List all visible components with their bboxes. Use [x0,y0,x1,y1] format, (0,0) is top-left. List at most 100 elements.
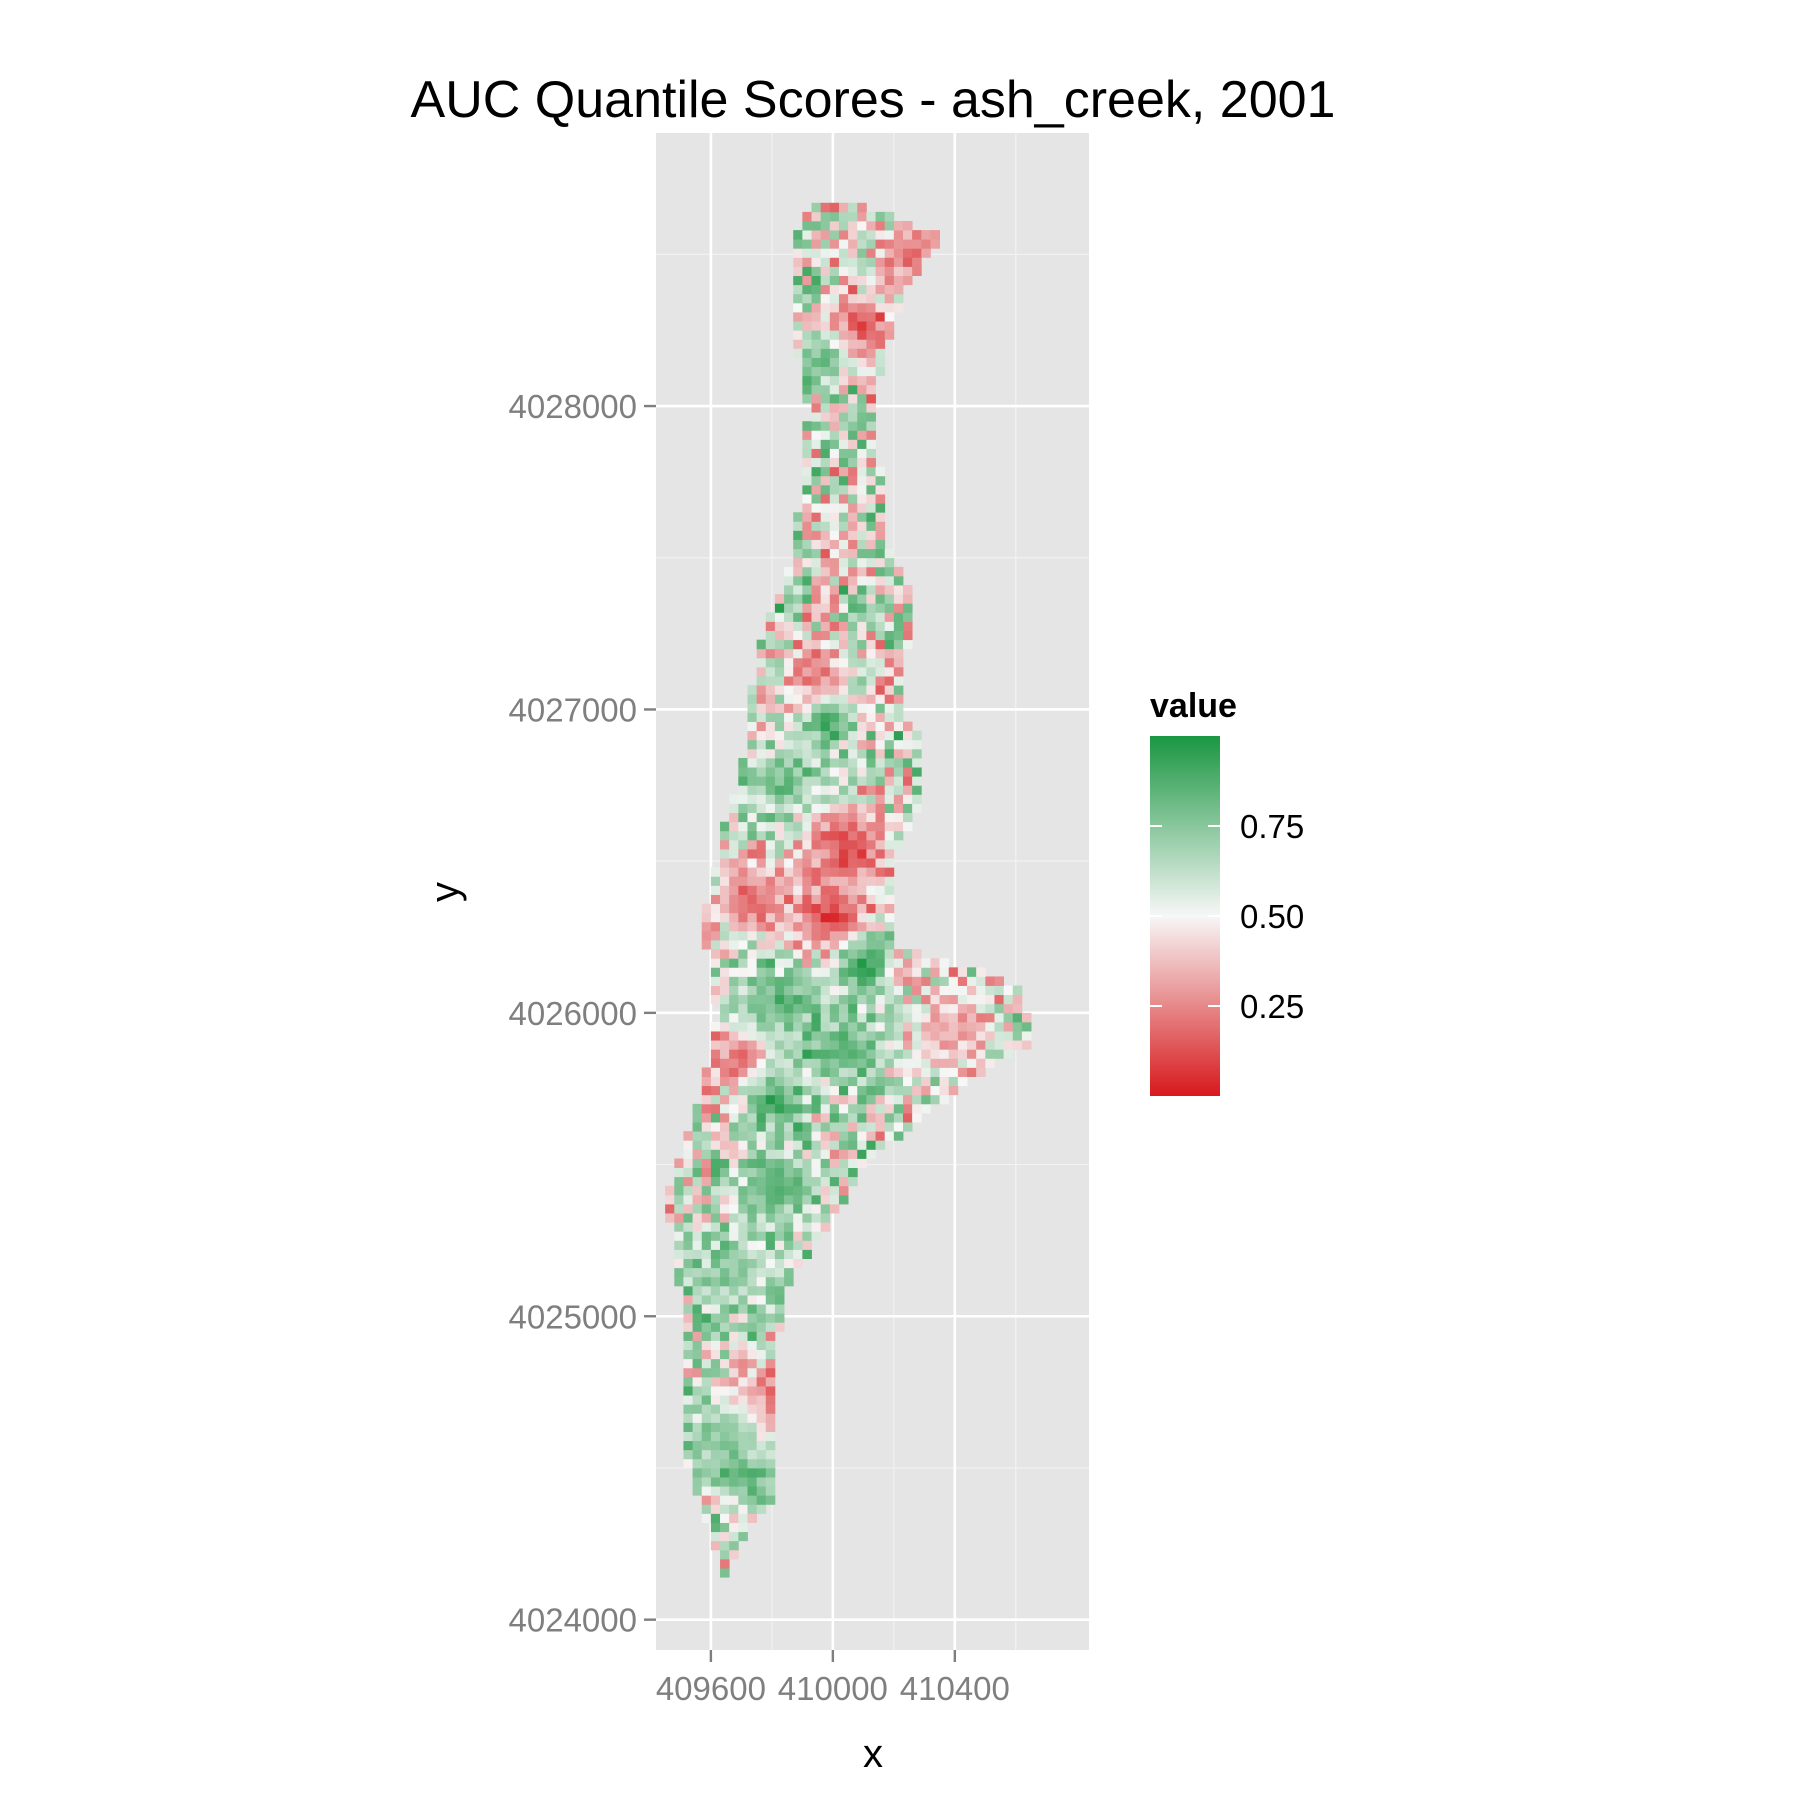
heatmap-cell [765,1304,776,1314]
heatmap-cell [784,1185,794,1196]
heatmap-cell [866,220,876,231]
heatmap-cell [738,994,748,1005]
heatmap-cell [848,1158,858,1168]
heatmap-cell [747,1285,758,1296]
heatmap-cell [720,994,730,1005]
heatmap-cell [811,1040,822,1050]
heatmap-cell [747,1122,758,1132]
heatmap-cell [765,1322,776,1332]
heatmap-cell [710,894,721,905]
heatmap-cell [857,266,867,276]
heatmap-cell [784,1112,794,1123]
heatmap-cell [701,1313,712,1323]
heatmap-cell [838,712,849,722]
heatmap-cell [902,758,913,768]
heatmap-cell [902,967,913,977]
heatmap-cell [811,1103,822,1114]
heatmap-cell [784,821,794,832]
heatmap-cell [829,940,840,950]
heatmap-cell [893,730,904,741]
heatmap-cell [875,949,886,959]
heatmap-cell [848,949,858,959]
heatmap-cell [793,1158,803,1168]
heatmap-cell [692,1477,703,1487]
heatmap-cell [701,1295,712,1305]
heatmap-cell [848,703,858,713]
heatmap-cell [710,1513,721,1523]
heatmap-cell [875,739,886,750]
heatmap-cell [884,1094,895,1105]
heatmap-cell [756,1012,767,1023]
heatmap-cell [793,257,803,267]
heatmap-cell [747,1331,758,1341]
heatmap-cell [756,712,767,722]
heatmap-cell [866,940,876,950]
heatmap-cell [692,1313,703,1323]
heatmap-cell [774,748,785,759]
legend-title: value [1150,687,1237,725]
heatmap-cell [802,439,812,449]
heatmap-cell [765,657,776,668]
heatmap-cell [829,257,840,267]
heatmap-cell [820,1031,831,1041]
heatmap-cell [701,1504,712,1514]
heatmap-cell [829,357,840,368]
heatmap-cell [710,1285,721,1296]
heatmap-cell [820,494,831,504]
heatmap-cell [765,1404,776,1414]
heatmap-cell [994,994,1005,1005]
heatmap-cell [866,1012,876,1023]
heatmap-cell [866,330,876,340]
heatmap-cell [848,894,858,905]
heatmap-cell [802,1249,812,1260]
heatmap-cell [829,803,840,814]
heatmap-cell [838,466,849,477]
heatmap-cell [784,621,794,631]
heatmap-cell [866,575,876,586]
heatmap-cell [875,257,886,267]
heatmap-cell [784,949,794,959]
heatmap-cell [729,1122,739,1132]
heatmap-cell [692,1440,703,1451]
heatmap-cell [857,921,867,932]
heatmap-cell [848,721,858,732]
heatmap-cell [729,858,739,868]
heatmap-cell [811,548,822,559]
heatmap-cell [802,484,812,495]
heatmap-cell [820,566,831,577]
heatmap-cell [747,940,758,950]
heatmap-cell [866,393,876,404]
heatmap-cell [738,1404,748,1414]
heatmap-cell [720,1194,730,1205]
heatmap-cell [912,1031,922,1041]
heatmap-cell [857,703,867,713]
heatmap-cell [710,1477,721,1487]
heatmap-cell [838,1040,849,1050]
heatmap-cell [985,1003,995,1014]
heatmap-cell [802,803,812,814]
heatmap-cell [921,1049,931,1059]
heatmap-cell [875,767,886,777]
heatmap-cell [738,976,748,986]
heatmap-cell [994,985,1005,996]
heatmap-cell [857,566,867,577]
heatmap-cell [930,967,940,977]
heatmap-cell [710,1440,721,1451]
heatmap-cell [720,1467,730,1478]
heatmap-cell [701,1285,712,1296]
heatmap-cell [857,739,867,750]
heatmap-cell [765,1031,776,1041]
heatmap-cell [893,594,904,604]
heatmap-cell [884,1085,895,1096]
heatmap-cell [902,1067,913,1077]
heatmap-cell [774,849,785,859]
heatmap-cell [848,257,858,267]
heatmap-cell [720,1258,730,1269]
heatmap-cell [793,940,803,950]
heatmap-cell [838,412,849,422]
heatmap-cell [848,521,858,531]
heatmap-cell [820,548,831,559]
heatmap-cell [967,1021,977,1032]
heatmap-cell [948,967,959,977]
heatmap-cell [720,1049,730,1059]
